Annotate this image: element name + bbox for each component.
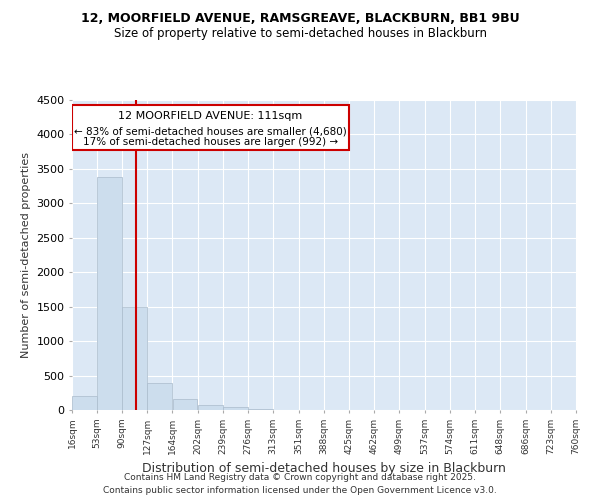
Text: Contains HM Land Registry data © Crown copyright and database right 2025.: Contains HM Land Registry data © Crown c…	[124, 472, 476, 482]
Bar	[198, 405, 223, 410]
Text: 17% of semi-detached houses are larger (992) →: 17% of semi-detached houses are larger (…	[83, 138, 338, 147]
Text: Size of property relative to semi-detached houses in Blackburn: Size of property relative to semi-detach…	[113, 28, 487, 40]
Bar	[148, 383, 172, 410]
Bar	[223, 407, 248, 410]
Text: 12 MOORFIELD AVENUE: 111sqm: 12 MOORFIELD AVENUE: 111sqm	[118, 112, 302, 122]
Text: Contains public sector information licensed under the Open Government Licence v3: Contains public sector information licen…	[103, 486, 497, 495]
Bar	[173, 399, 197, 410]
Bar	[97, 177, 122, 410]
Y-axis label: Number of semi-detached properties: Number of semi-detached properties	[20, 152, 31, 358]
Text: 12, MOORFIELD AVENUE, RAMSGREAVE, BLACKBURN, BB1 9BU: 12, MOORFIELD AVENUE, RAMSGREAVE, BLACKB…	[80, 12, 520, 26]
Bar	[72, 396, 97, 410]
Text: ← 83% of semi-detached houses are smaller (4,680): ← 83% of semi-detached houses are smalle…	[74, 126, 347, 136]
X-axis label: Distribution of semi-detached houses by size in Blackburn: Distribution of semi-detached houses by …	[142, 462, 506, 475]
Bar	[72, 104, 349, 150]
Bar	[122, 306, 147, 410]
